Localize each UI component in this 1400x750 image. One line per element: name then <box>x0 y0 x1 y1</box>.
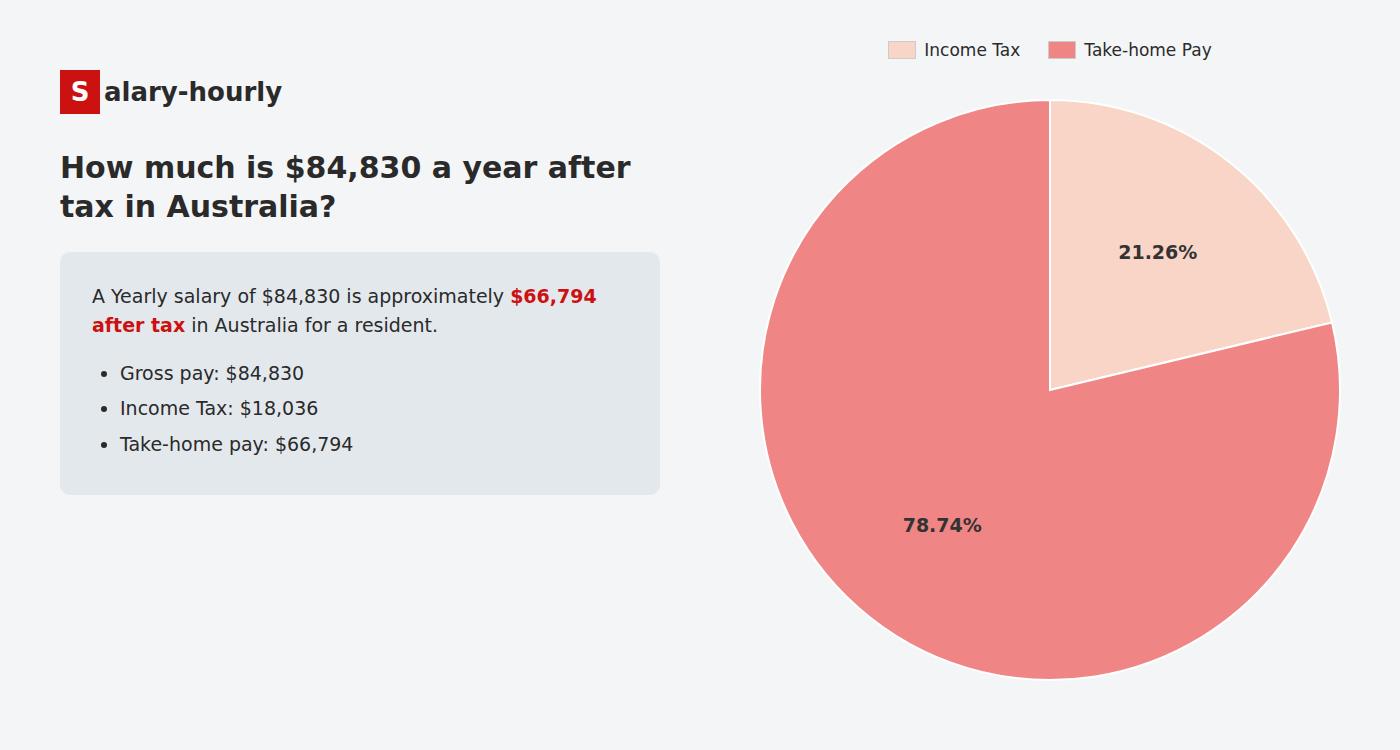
chart-panel: Income Tax Take-home Pay 21.26% 78.74% <box>700 0 1400 750</box>
logo-text: alary-hourly <box>104 77 282 107</box>
description-part: A Yearly salary of $84,830 is approximat… <box>92 285 510 307</box>
data-labels: 21.26% 78.74% <box>903 241 1198 536</box>
legend-swatch <box>888 41 916 59</box>
pie-chart: 21.26% 78.74% <box>730 80 1370 700</box>
legend-label: Take-home Pay <box>1084 40 1211 60</box>
text-panel: Salary-hourly How much is $84,830 a year … <box>0 0 700 750</box>
bullet-list: Gross pay: $84,830 Income Tax: $18,036 Tak… <box>92 359 628 459</box>
slices <box>760 100 1340 680</box>
description-part: in Australia for a resident. <box>185 314 438 336</box>
data-label: 21.26% <box>1118 241 1197 263</box>
legend-item: Take-home Pay <box>1048 40 1211 60</box>
logo-mark: S <box>60 70 100 114</box>
info-box: A Yearly salary of $84,830 is approximat… <box>60 252 660 495</box>
bullet-item: Gross pay: $84,830 <box>120 359 628 388</box>
legend-label: Income Tax <box>924 40 1020 60</box>
bullet-item: Income Tax: $18,036 <box>120 394 628 423</box>
bullet-item: Take-home pay: $66,794 <box>120 430 628 459</box>
legend: Income Tax Take-home Pay <box>888 40 1211 60</box>
data-label: 78.74% <box>903 514 982 536</box>
title: How much is $84,830 a year after tax in … <box>60 148 660 226</box>
pie-slice <box>760 100 1340 680</box>
legend-swatch <box>1048 41 1076 59</box>
description: A Yearly salary of $84,830 is approximat… <box>92 282 628 341</box>
page: Salary-hourly How much is $84,830 a year … <box>0 0 1400 750</box>
logo: Salary-hourly <box>60 70 660 114</box>
legend-item: Income Tax <box>888 40 1020 60</box>
